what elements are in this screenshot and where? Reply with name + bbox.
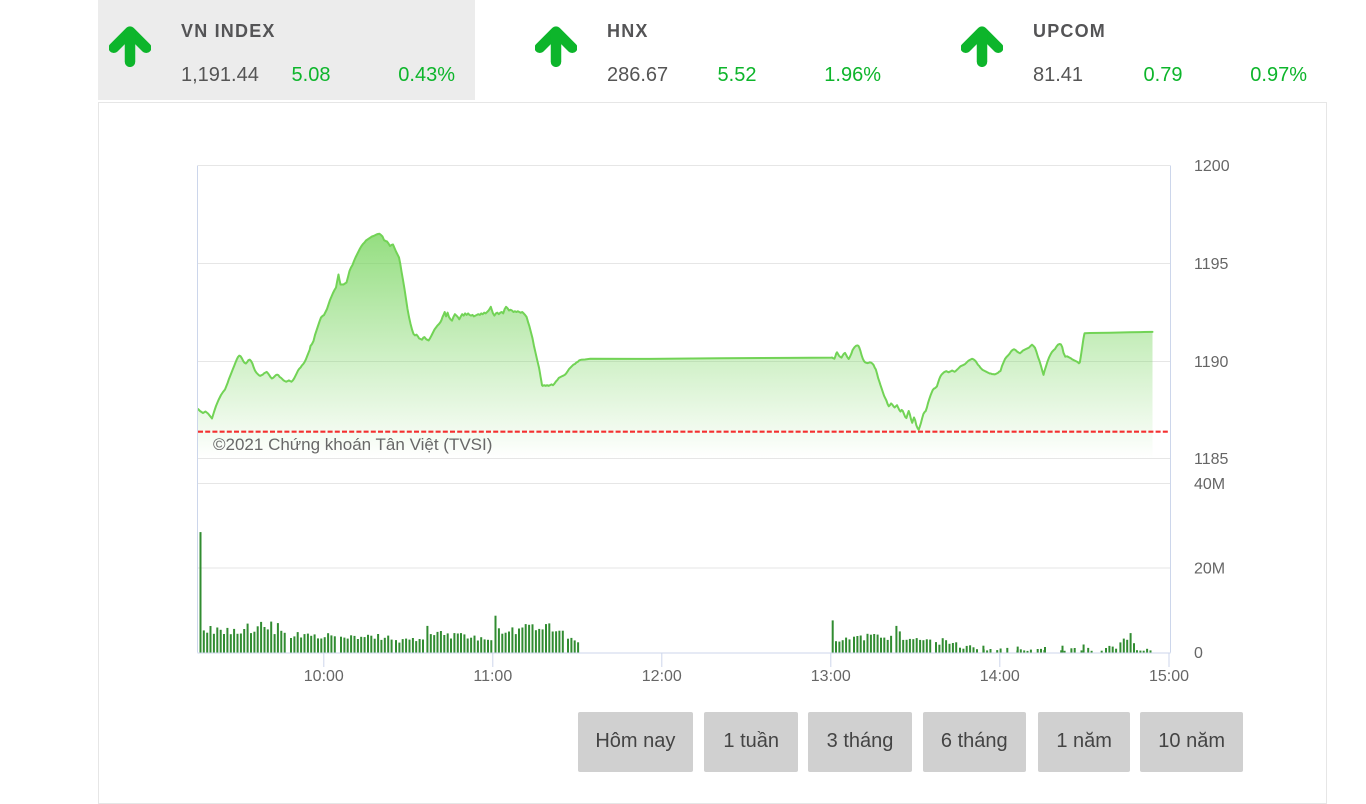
svg-text:12:00: 12:00 <box>642 668 682 685</box>
svg-text:1185: 1185 <box>1194 451 1229 468</box>
svg-text:0: 0 <box>1194 645 1203 662</box>
svg-text:13:00: 13:00 <box>811 668 851 685</box>
svg-text:1190: 1190 <box>1194 354 1229 371</box>
svg-text:20M: 20M <box>1194 561 1225 578</box>
svg-text:©2021 Chứng khoán Tân Việt (TV: ©2021 Chứng khoán Tân Việt (TVSI) <box>213 435 492 454</box>
svg-text:14:00: 14:00 <box>980 668 1020 685</box>
svg-text:40M: 40M <box>1194 476 1225 493</box>
svg-text:11:00: 11:00 <box>473 668 512 685</box>
svg-text:1195: 1195 <box>1194 256 1229 273</box>
svg-text:10:00: 10:00 <box>304 668 344 685</box>
svg-text:1200: 1200 <box>1194 158 1230 175</box>
svg-text:15:00: 15:00 <box>1149 668 1189 685</box>
